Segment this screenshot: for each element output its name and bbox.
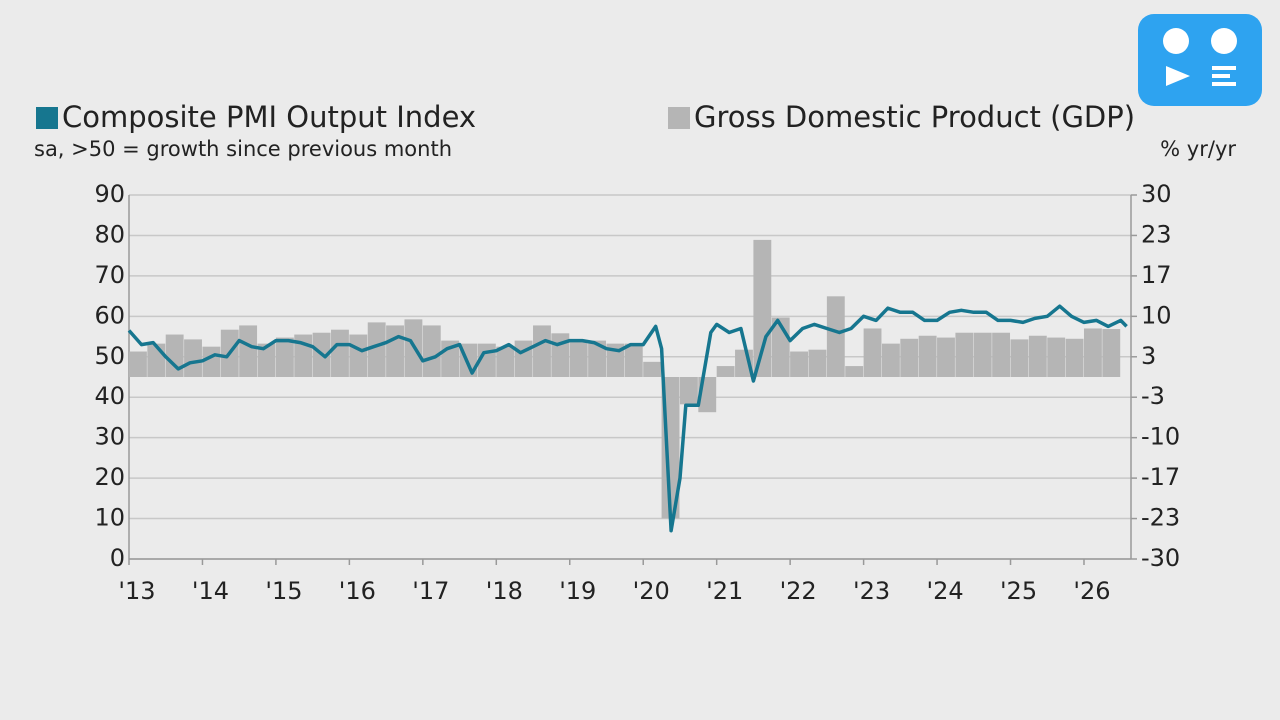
bar — [918, 335, 937, 377]
y2-tick-label: -10 — [1141, 423, 1180, 451]
y-tick-label: 80 — [94, 220, 125, 248]
right-axis-note: % yr/yr — [1160, 137, 1236, 161]
y-tick-label: 20 — [94, 463, 125, 491]
y-tick-label: 0 — [110, 544, 125, 572]
y-tick-label: 30 — [94, 423, 125, 451]
x-tick-label: '23 — [853, 577, 890, 605]
bar — [275, 337, 294, 377]
bar — [863, 328, 882, 377]
bar — [184, 339, 202, 377]
bar — [973, 332, 992, 377]
legend-label: Gross Domestic Product (GDP) — [694, 100, 1135, 134]
bar — [955, 332, 974, 377]
bar — [753, 239, 772, 377]
bar — [331, 329, 349, 377]
x-tick-label: '25 — [1000, 577, 1037, 605]
bar — [165, 334, 184, 377]
bar — [367, 322, 386, 377]
bar — [496, 346, 515, 377]
bar — [900, 338, 919, 377]
y-tick-label: 90 — [94, 180, 125, 208]
x-tick-label: '24 — [926, 577, 963, 605]
bar — [808, 349, 827, 377]
y2-tick-label: -23 — [1141, 504, 1180, 532]
bar — [129, 351, 147, 377]
bar — [1102, 329, 1121, 377]
y-tick-label: 70 — [94, 261, 125, 289]
bar — [826, 296, 845, 377]
x-tick-label: '15 — [265, 577, 302, 605]
legend-swatch — [36, 107, 58, 129]
bar — [1028, 335, 1047, 377]
x-tick-label: '13 — [118, 577, 155, 605]
y-tick-label: 60 — [94, 301, 125, 329]
y-tick-label: 10 — [94, 504, 125, 532]
bar — [845, 366, 864, 377]
bar — [790, 351, 809, 377]
bar — [937, 337, 955, 377]
bar — [1010, 339, 1029, 377]
x-tick-label: '18 — [486, 577, 523, 605]
bar — [514, 340, 533, 377]
y2-tick-label: 30 — [1141, 180, 1172, 208]
bar — [881, 343, 900, 377]
line — [127, 304, 1128, 533]
y2-tick-label: 23 — [1141, 220, 1172, 248]
bar — [1083, 328, 1102, 377]
x-tick-label: '22 — [780, 577, 817, 605]
bar — [643, 361, 662, 377]
bar — [624, 343, 643, 377]
bar — [257, 343, 276, 377]
legend-swatch — [668, 107, 690, 129]
y-tick-label: 50 — [94, 342, 125, 370]
bar — [239, 325, 258, 377]
x-tick-label: '19 — [559, 577, 596, 605]
y2-tick-label: -17 — [1141, 463, 1180, 491]
bar — [1065, 338, 1084, 377]
y-tick-label: 40 — [94, 382, 125, 410]
bar — [1047, 337, 1066, 377]
bar — [533, 325, 551, 377]
y2-tick-label: 10 — [1141, 301, 1172, 329]
x-tick-label: '17 — [412, 577, 449, 605]
y2-tick-label: -30 — [1141, 544, 1180, 572]
bar — [569, 340, 588, 377]
bar — [679, 377, 698, 405]
bar — [588, 340, 606, 377]
bar — [386, 325, 404, 377]
left-axis-note: sa, >50 = growth since previous month — [34, 137, 452, 161]
x-tick-label: '20 — [633, 577, 670, 605]
bar — [422, 325, 441, 377]
x-tick-label: '21 — [706, 577, 743, 605]
x-tick-label: '16 — [339, 577, 376, 605]
x-tick-label: '14 — [192, 577, 229, 605]
y2-tick-label: 3 — [1141, 342, 1156, 370]
app-icon — [1138, 14, 1262, 106]
bar — [202, 346, 221, 377]
y2-tick-label: -3 — [1141, 382, 1165, 410]
bar — [349, 334, 368, 377]
legend-label: Composite PMI Output Index — [62, 100, 476, 134]
x-tick-label: '26 — [1073, 577, 1110, 605]
bar — [716, 366, 735, 377]
bar — [992, 332, 1011, 377]
y2-tick-label: 17 — [1141, 261, 1172, 289]
